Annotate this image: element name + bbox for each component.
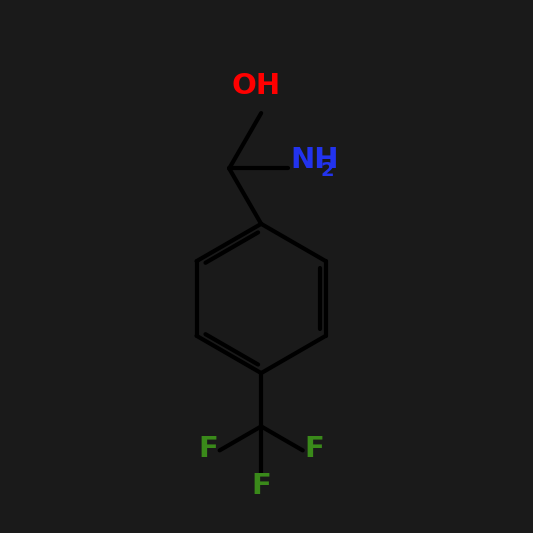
Text: 2: 2 — [321, 160, 335, 180]
Text: OH: OH — [231, 72, 280, 100]
Text: F: F — [251, 472, 271, 500]
Text: NH: NH — [290, 147, 339, 174]
Text: F: F — [304, 435, 325, 463]
Text: F: F — [198, 435, 218, 463]
